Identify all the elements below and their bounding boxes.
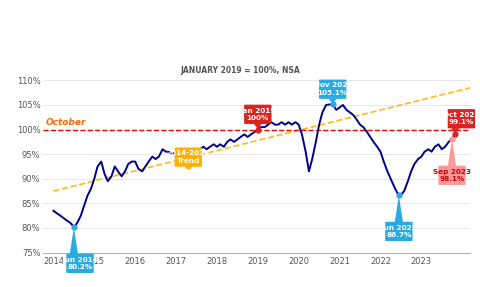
Text: JANUARY 2019 = 100%, NSA: JANUARY 2019 = 100%, NSA — [180, 66, 300, 75]
Text: PRIMERICA HBI™: PRIMERICA HBI™ — [174, 32, 306, 46]
Polygon shape — [448, 139, 456, 166]
FancyBboxPatch shape — [244, 105, 272, 124]
Text: October: October — [45, 118, 86, 127]
Text: Jun 2022
86.7%: Jun 2022 86.7% — [381, 225, 417, 238]
FancyBboxPatch shape — [66, 254, 94, 273]
Text: Jun 2014
80.2%: Jun 2014 80.2% — [62, 257, 98, 270]
FancyBboxPatch shape — [319, 79, 347, 99]
Text: Oct 2023
99.1%: Oct 2023 99.1% — [443, 112, 480, 125]
FancyBboxPatch shape — [175, 148, 202, 167]
Polygon shape — [254, 124, 262, 129]
Polygon shape — [328, 98, 337, 104]
FancyBboxPatch shape — [448, 109, 475, 128]
Text: 2014-2020
Trend: 2014-2020 Trend — [167, 150, 210, 164]
FancyBboxPatch shape — [438, 166, 466, 185]
Text: Sep 2023
98.1%: Sep 2023 98.1% — [433, 168, 471, 182]
Polygon shape — [451, 128, 459, 133]
Text: Jan 2019
100%: Jan 2019 100% — [240, 108, 276, 121]
Polygon shape — [395, 195, 403, 222]
FancyBboxPatch shape — [385, 222, 412, 241]
Polygon shape — [70, 228, 78, 254]
Text: Nov 2020
105.1%: Nov 2020 105.1% — [313, 82, 352, 96]
